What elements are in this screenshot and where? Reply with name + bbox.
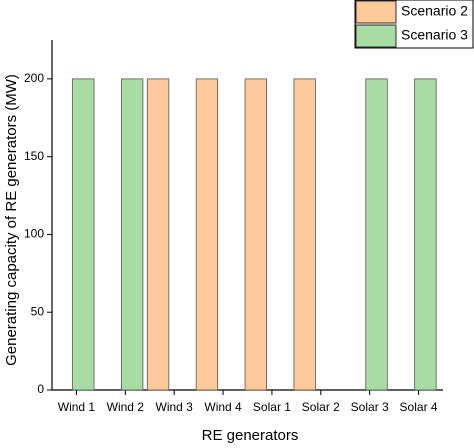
bar xyxy=(365,78,388,391)
y-tick-label: 0 xyxy=(37,382,44,396)
y-tick-label: 150 xyxy=(24,149,44,163)
y-tick-label: 100 xyxy=(24,227,44,241)
x-tick-label: Solar 3 xyxy=(351,400,389,414)
y-tick-label: 200 xyxy=(24,71,44,85)
x-tick-label: Wind 2 xyxy=(107,400,145,414)
x-tick-label: Solar 1 xyxy=(253,400,291,414)
bar xyxy=(146,78,170,391)
x-tick-label: Wind 3 xyxy=(156,400,194,414)
bar xyxy=(244,78,267,391)
x-tick-label: Solar 4 xyxy=(400,400,438,414)
y-axis-title: Generating capacity of RE generators (MW… xyxy=(3,74,20,366)
bar xyxy=(293,78,316,391)
legend-swatch xyxy=(355,0,397,24)
legend-label: Scenario 2 xyxy=(401,3,468,19)
x-tick-label: Wind 4 xyxy=(204,400,242,414)
bar xyxy=(121,78,144,391)
x-tick-label: Solar 2 xyxy=(302,400,340,414)
x-axis-title: RE generators xyxy=(202,427,299,444)
legend-swatch xyxy=(355,24,397,48)
y-tick-label: 50 xyxy=(31,304,45,318)
x-tick-label: Wind 1 xyxy=(58,400,96,414)
legend-label: Scenario 3 xyxy=(401,27,468,43)
bar xyxy=(414,78,437,391)
bar xyxy=(195,78,219,391)
bar xyxy=(72,78,95,391)
